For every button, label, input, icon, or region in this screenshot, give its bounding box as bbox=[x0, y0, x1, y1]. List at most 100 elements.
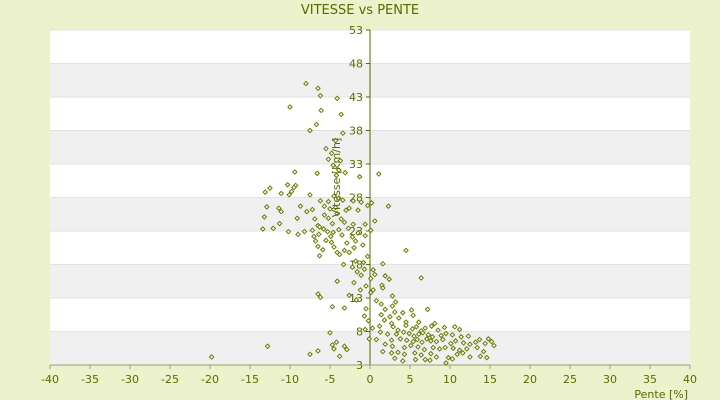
x-tick-label: 15 bbox=[483, 373, 497, 386]
data-point bbox=[358, 199, 365, 206]
data-point bbox=[331, 244, 337, 250]
data-point bbox=[309, 227, 316, 234]
data-point bbox=[476, 336, 483, 343]
x-tick-label: -15 bbox=[241, 373, 259, 386]
data-point bbox=[485, 336, 492, 342]
data-point bbox=[355, 230, 361, 236]
data-point bbox=[443, 360, 449, 366]
data-point bbox=[346, 292, 353, 299]
data-point bbox=[341, 247, 348, 254]
data-point bbox=[349, 234, 356, 240]
data-point bbox=[390, 323, 397, 330]
data-point bbox=[295, 231, 301, 238]
data-point bbox=[435, 327, 441, 333]
data-point bbox=[403, 247, 409, 254]
data-point bbox=[388, 337, 395, 344]
data-point bbox=[400, 329, 407, 335]
data-point bbox=[339, 232, 345, 238]
data-point bbox=[350, 198, 357, 204]
data-point bbox=[459, 350, 466, 356]
data-point bbox=[429, 334, 436, 340]
data-point bbox=[334, 210, 341, 217]
data-point bbox=[441, 324, 448, 331]
data-point bbox=[351, 244, 357, 251]
data-point bbox=[491, 342, 497, 349]
data-point bbox=[261, 214, 268, 220]
data-point bbox=[327, 233, 334, 240]
data-point bbox=[284, 181, 291, 188]
data-point bbox=[311, 216, 318, 222]
data-point bbox=[449, 332, 456, 338]
data-point bbox=[373, 297, 380, 304]
x-axis-label: Pente [%] bbox=[634, 388, 688, 400]
data-point bbox=[309, 206, 316, 213]
data-point bbox=[361, 266, 368, 273]
data-point bbox=[406, 330, 413, 337]
data-point bbox=[393, 331, 400, 338]
data-point bbox=[467, 354, 473, 360]
data-point bbox=[336, 251, 343, 258]
data-point bbox=[278, 190, 285, 197]
data-point bbox=[343, 346, 350, 353]
data-point bbox=[346, 205, 353, 212]
data-point bbox=[314, 170, 321, 177]
data-point bbox=[403, 337, 410, 344]
data-point bbox=[342, 169, 349, 176]
data-point bbox=[313, 121, 320, 128]
data-point bbox=[403, 322, 409, 329]
data-point bbox=[428, 323, 435, 329]
data-point bbox=[315, 348, 321, 354]
data-point bbox=[419, 339, 425, 346]
data-point bbox=[421, 346, 428, 353]
data-point bbox=[411, 333, 417, 340]
y-tick-label: 48 bbox=[349, 58, 363, 71]
data-point bbox=[364, 253, 371, 260]
data-point bbox=[360, 259, 367, 266]
data-point bbox=[301, 228, 308, 235]
data-point bbox=[378, 311, 385, 318]
data-point bbox=[389, 303, 396, 309]
data-point bbox=[270, 225, 277, 232]
data-point bbox=[436, 346, 443, 352]
data-point bbox=[427, 338, 434, 344]
data-point bbox=[363, 305, 369, 312]
data-point bbox=[335, 195, 342, 201]
data-point bbox=[365, 317, 372, 324]
data-point bbox=[262, 189, 269, 195]
data-point bbox=[392, 299, 399, 305]
data-point bbox=[358, 272, 365, 279]
data-point bbox=[454, 351, 461, 358]
data-point bbox=[382, 273, 389, 279]
x-tick-label: 10 bbox=[443, 373, 457, 386]
data-point bbox=[415, 331, 422, 338]
data-point bbox=[382, 306, 389, 313]
y-tick-label: 33 bbox=[349, 158, 363, 171]
data-point bbox=[371, 218, 378, 224]
data-point bbox=[480, 348, 487, 355]
data-point bbox=[303, 80, 309, 87]
data-point bbox=[381, 317, 388, 323]
data-point bbox=[452, 338, 459, 344]
data-point bbox=[334, 278, 341, 285]
data-point bbox=[395, 315, 402, 321]
data-point bbox=[389, 343, 396, 350]
data-point bbox=[352, 258, 359, 264]
data-point bbox=[427, 350, 434, 357]
data-point bbox=[422, 325, 429, 331]
data-point bbox=[343, 207, 349, 214]
data-point bbox=[414, 336, 421, 343]
x-tick-label: 25 bbox=[563, 373, 577, 386]
data-point bbox=[391, 309, 398, 315]
data-point bbox=[422, 356, 429, 363]
data-point bbox=[367, 275, 374, 282]
data-point bbox=[303, 208, 310, 215]
data-point bbox=[375, 171, 382, 177]
data-point bbox=[399, 309, 406, 316]
data-point bbox=[382, 341, 389, 348]
data-point bbox=[449, 356, 456, 362]
data-point bbox=[307, 127, 313, 134]
data-point bbox=[324, 228, 331, 235]
data-point bbox=[338, 111, 345, 118]
y-axis-label: Vitesse [km/h] bbox=[330, 138, 343, 218]
data-point bbox=[410, 338, 417, 345]
